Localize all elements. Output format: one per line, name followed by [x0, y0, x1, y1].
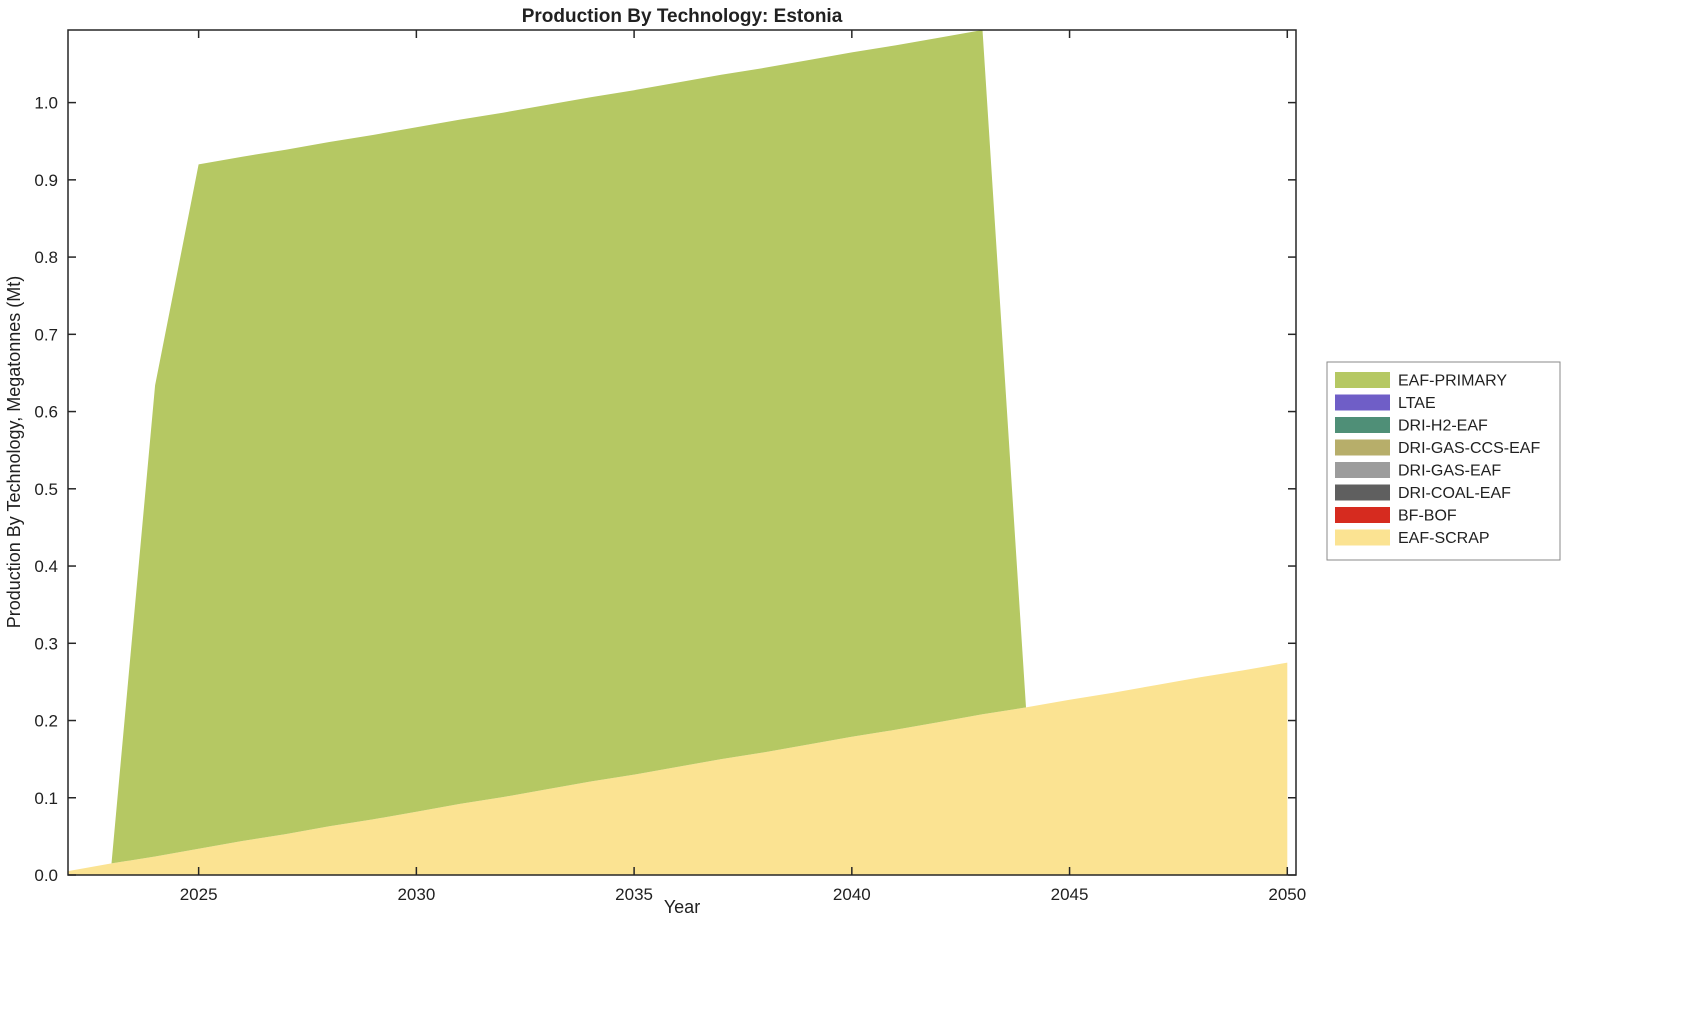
legend-label: DRI-GAS-CCS-EAF [1398, 440, 1540, 457]
legend-item: LTAE [1335, 394, 1436, 412]
legend-item: DRI-H2-EAF [1335, 417, 1488, 435]
legend-item: DRI-GAS-CCS-EAF [1335, 439, 1540, 457]
x-tick-label: 2035 [615, 885, 653, 904]
legend-swatch [1335, 372, 1390, 388]
chart-title: Production By Technology: Estonia [522, 6, 843, 27]
y-tick-label: 0.9 [34, 171, 58, 190]
legend-item: EAF-PRIMARY [1335, 372, 1507, 390]
legend-swatch [1335, 462, 1390, 478]
y-tick-label: 0.3 [34, 634, 58, 653]
legend-label: DRI-H2-EAF [1398, 418, 1488, 435]
legend-label: EAF-SCRAP [1398, 530, 1490, 547]
axes-ticks: 2025 2030 2035 2040 2045 2050 0.0 0.1 0.2 0.3 0.4 0… [34, 30, 1306, 904]
y-tick-label: 0.6 [34, 403, 58, 422]
y-tick-label: 0.0 [34, 866, 58, 885]
legend-label: DRI-COAL-EAF [1398, 485, 1511, 502]
legend-label: DRI-GAS-EAF [1398, 463, 1501, 480]
y-tick-label: 0.7 [34, 325, 58, 344]
x-tick-label: 2030 [397, 885, 435, 904]
legend-swatch [1335, 439, 1390, 456]
y-tick-label: 0.5 [34, 480, 58, 499]
legend-swatch [1335, 417, 1390, 433]
legend-label: LTAE [1398, 395, 1436, 412]
y-tick-label: 0.8 [34, 248, 58, 267]
legend-swatch [1335, 484, 1390, 501]
legend-item: EAF-SCRAP [1335, 529, 1490, 547]
y-axis-label: Production By Technology, Megatonnes (Mt… [4, 276, 24, 629]
legend-swatch [1335, 394, 1390, 411]
x-tick-label: 2050 [1268, 885, 1306, 904]
stacked-areas [68, 30, 1288, 875]
legend-label: EAF-PRIMARY [1398, 373, 1507, 390]
legend: EAF-PRIMARY LTAE DRI-H2-EAF DRI-GAS-CCS-EAF… [1326, 361, 1561, 561]
legend-item: DRI-GAS-EAF [1335, 462, 1501, 480]
x-tick-label: 2025 [180, 885, 218, 904]
y-tick-label: 0.1 [34, 789, 58, 808]
y-tick-label: 0.4 [34, 557, 58, 576]
legend-swatch [1335, 507, 1390, 523]
plot-box [67, 29, 1297, 876]
x-axis-label: Year [664, 897, 700, 917]
area-eaf-scrap [68, 662, 1288, 875]
legend-item: DRI-COAL-EAF [1335, 484, 1511, 502]
legend-label: BF-BOF [1398, 508, 1457, 525]
x-tick-label: 2045 [1051, 885, 1089, 904]
y-tick-label: 1.0 [34, 94, 58, 113]
area-eaf-primary [68, 30, 1288, 872]
legend-entries: EAF-PRIMARY LTAE DRI-H2-EAF DRI-GAS-CCS-EAF… [1335, 372, 1540, 547]
x-tick-label: 2040 [833, 885, 871, 904]
legend-swatch [1335, 529, 1390, 546]
legend-item: BF-BOF [1335, 507, 1457, 525]
y-tick-label: 0.2 [34, 712, 58, 731]
